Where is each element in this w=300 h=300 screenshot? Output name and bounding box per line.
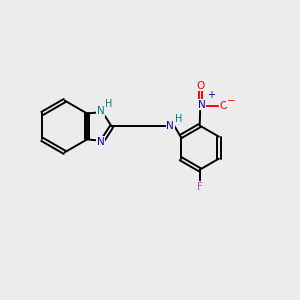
Text: F: F [197, 182, 203, 192]
Text: H: H [105, 99, 112, 109]
Text: N: N [97, 137, 105, 147]
Text: N: N [198, 100, 206, 110]
Text: +: + [208, 90, 215, 100]
Text: O: O [220, 101, 228, 111]
Text: N: N [97, 106, 105, 116]
Text: O: O [196, 81, 204, 91]
Text: −: − [227, 96, 236, 106]
Text: H: H [175, 114, 182, 124]
Text: N: N [167, 122, 174, 131]
